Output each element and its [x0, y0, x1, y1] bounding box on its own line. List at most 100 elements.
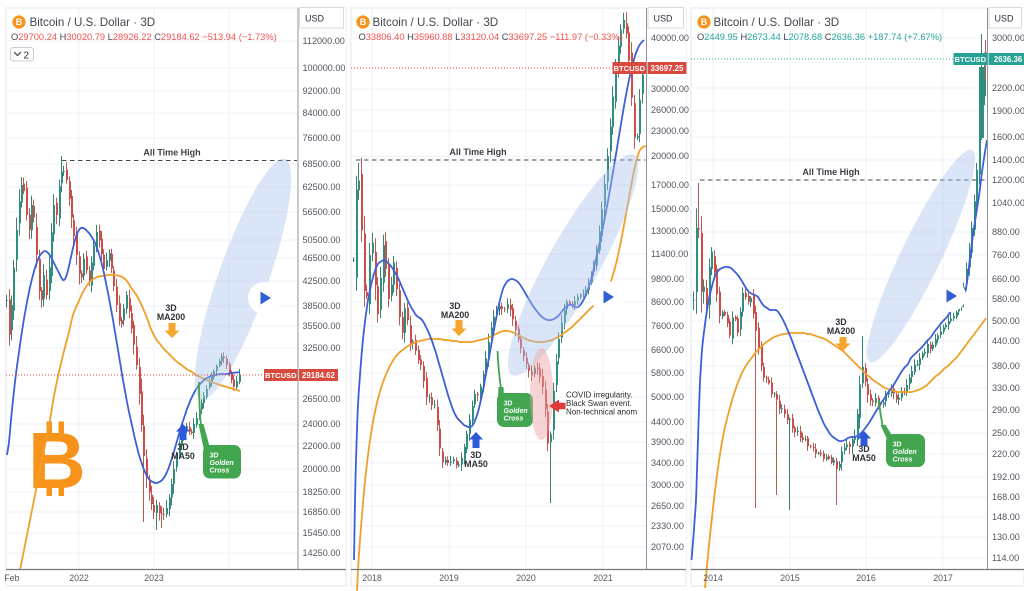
svg-text:2636.36: 2636.36	[994, 55, 1023, 64]
svg-text:MA50: MA50	[171, 451, 195, 461]
svg-text:5800.00: 5800.00	[651, 368, 684, 378]
svg-text:4400.00: 4400.00	[651, 417, 684, 427]
svg-text:2650.00: 2650.00	[651, 501, 684, 511]
svg-text:B: B	[28, 416, 86, 505]
svg-text:2014: 2014	[703, 573, 723, 583]
svg-text:3D: 3D	[893, 442, 902, 449]
svg-text:3400.00: 3400.00	[651, 458, 684, 468]
svg-text:112000.00: 112000.00	[303, 36, 345, 46]
svg-text:100000.00: 100000.00	[303, 63, 346, 73]
svg-text:114.00: 114.00	[992, 553, 1019, 563]
svg-text:24000.00: 24000.00	[303, 419, 341, 429]
svg-text:192.00: 192.00	[992, 472, 1020, 482]
svg-text:USD: USD	[654, 14, 674, 24]
svg-text:2015: 2015	[780, 573, 800, 583]
svg-text:3D: 3D	[835, 317, 846, 327]
svg-text:380.00: 380.00	[992, 361, 1020, 371]
svg-text:15450.00: 15450.00	[303, 528, 341, 538]
svg-text:MA200: MA200	[441, 310, 469, 320]
svg-text:5000.00: 5000.00	[651, 392, 684, 402]
svg-text:56500.00: 56500.00	[303, 207, 341, 217]
svg-text:7600.00: 7600.00	[651, 321, 684, 331]
svg-text:3D: 3D	[165, 303, 176, 313]
svg-text:8600.00: 8600.00	[651, 297, 684, 307]
svg-text:3D: 3D	[504, 401, 513, 408]
svg-text:23000.00: 23000.00	[651, 126, 689, 136]
svg-text:2018: 2018	[362, 573, 382, 583]
svg-text:26000.00: 26000.00	[651, 105, 689, 115]
svg-text:BTCUSD: BTCUSD	[954, 55, 986, 64]
svg-text:30000.00: 30000.00	[651, 84, 689, 94]
svg-text:USD: USD	[995, 14, 1015, 24]
svg-text:BTCUSD: BTCUSD	[265, 371, 297, 380]
svg-text:1040.00: 1040.00	[992, 198, 1024, 208]
svg-text:40000.00: 40000.00	[651, 33, 689, 43]
svg-text:1200.00: 1200.00	[992, 175, 1024, 185]
svg-text:2: 2	[24, 51, 30, 62]
svg-text:16850.00: 16850.00	[303, 507, 341, 517]
svg-text:76000.00: 76000.00	[303, 133, 341, 143]
svg-text:2070.00: 2070.00	[651, 542, 684, 552]
svg-text:17000.00: 17000.00	[651, 180, 689, 190]
svg-text:3D: 3D	[210, 453, 219, 460]
svg-text:All Time High: All Time High	[449, 147, 506, 157]
svg-text:26500.00: 26500.00	[303, 394, 341, 404]
svg-text:MA200: MA200	[157, 312, 185, 322]
svg-text:38500.00: 38500.00	[303, 301, 341, 311]
svg-text:3000.00: 3000.00	[992, 33, 1024, 43]
svg-text:Non-technical anom: Non-technical anom	[566, 408, 637, 417]
svg-text:42500.00: 42500.00	[303, 276, 341, 286]
svg-text:Bitcoin / U.S. Dollar · 3D: Bitcoin / U.S. Dollar · 3D	[373, 16, 499, 29]
svg-text:220.00: 220.00	[992, 449, 1020, 459]
svg-text:18250.00: 18250.00	[303, 487, 341, 497]
svg-text:760.00: 760.00	[992, 250, 1020, 260]
svg-text:580.00: 580.00	[992, 294, 1020, 304]
svg-text:3D: 3D	[449, 301, 460, 311]
svg-text:6600.00: 6600.00	[651, 345, 684, 355]
svg-text:9800.00: 9800.00	[651, 274, 684, 284]
svg-text:B: B	[16, 17, 23, 27]
svg-text:2021: 2021	[593, 573, 613, 583]
svg-text:92000.00: 92000.00	[303, 86, 341, 96]
svg-text:2016: 2016	[856, 573, 876, 583]
svg-text:O2449.95 H2673.44 L2078.68 C26: O2449.95 H2673.44 L2078.68 C2636.36 +187…	[697, 32, 942, 42]
svg-text:250.00: 250.00	[992, 428, 1020, 438]
svg-text:Bitcoin / U.S. Dollar · 3D: Bitcoin / U.S. Dollar · 3D	[30, 16, 156, 29]
svg-text:2330.00: 2330.00	[651, 521, 684, 531]
svg-text:2023: 2023	[144, 573, 164, 583]
svg-text:68500.00: 68500.00	[303, 159, 341, 169]
svg-text:22000.00: 22000.00	[303, 441, 341, 451]
svg-text:880.00: 880.00	[992, 227, 1020, 237]
svg-text:USD: USD	[305, 14, 325, 24]
svg-text:62500.00: 62500.00	[303, 182, 341, 192]
svg-text:130.00: 130.00	[992, 532, 1020, 542]
svg-text:BTCUSD: BTCUSD	[613, 64, 645, 73]
svg-text:Golden: Golden	[893, 449, 917, 456]
svg-text:14250.00: 14250.00	[303, 548, 341, 558]
svg-text:O29700.24 H30020.79 L28926.22: O29700.24 H30020.79 L28926.22 C29184.62 …	[11, 32, 277, 42]
svg-text:1900.00: 1900.00	[992, 106, 1024, 116]
svg-text:2020: 2020	[516, 573, 536, 583]
svg-text:440.00: 440.00	[992, 336, 1020, 346]
svg-text:All Time High: All Time High	[143, 148, 200, 158]
svg-text:20000.00: 20000.00	[651, 151, 689, 161]
svg-text:2200.00: 2200.00	[992, 83, 1024, 93]
svg-text:Feb: Feb	[4, 573, 19, 583]
svg-text:148.00: 148.00	[992, 512, 1020, 522]
svg-text:3D: 3D	[177, 442, 188, 452]
svg-text:290.00: 290.00	[992, 405, 1020, 415]
svg-text:MA50: MA50	[464, 459, 488, 469]
svg-text:Cross: Cross	[210, 468, 230, 475]
svg-text:29184.62: 29184.62	[302, 371, 336, 380]
svg-text:3D: 3D	[858, 444, 869, 454]
svg-text:3D: 3D	[470, 450, 481, 460]
svg-text:Bitcoin / U.S. Dollar · 3D: Bitcoin / U.S. Dollar · 3D	[714, 16, 840, 29]
svg-text:MA50: MA50	[852, 453, 876, 463]
svg-text:168.00: 168.00	[992, 492, 1020, 502]
svg-text:2019: 2019	[439, 573, 459, 583]
svg-text:15000.00: 15000.00	[651, 204, 689, 214]
svg-text:Black Swan event.: Black Swan event.	[566, 399, 632, 408]
svg-text:13000.00: 13000.00	[651, 226, 689, 236]
svg-text:11400.00: 11400.00	[651, 249, 688, 259]
svg-text:Golden: Golden	[210, 460, 234, 467]
